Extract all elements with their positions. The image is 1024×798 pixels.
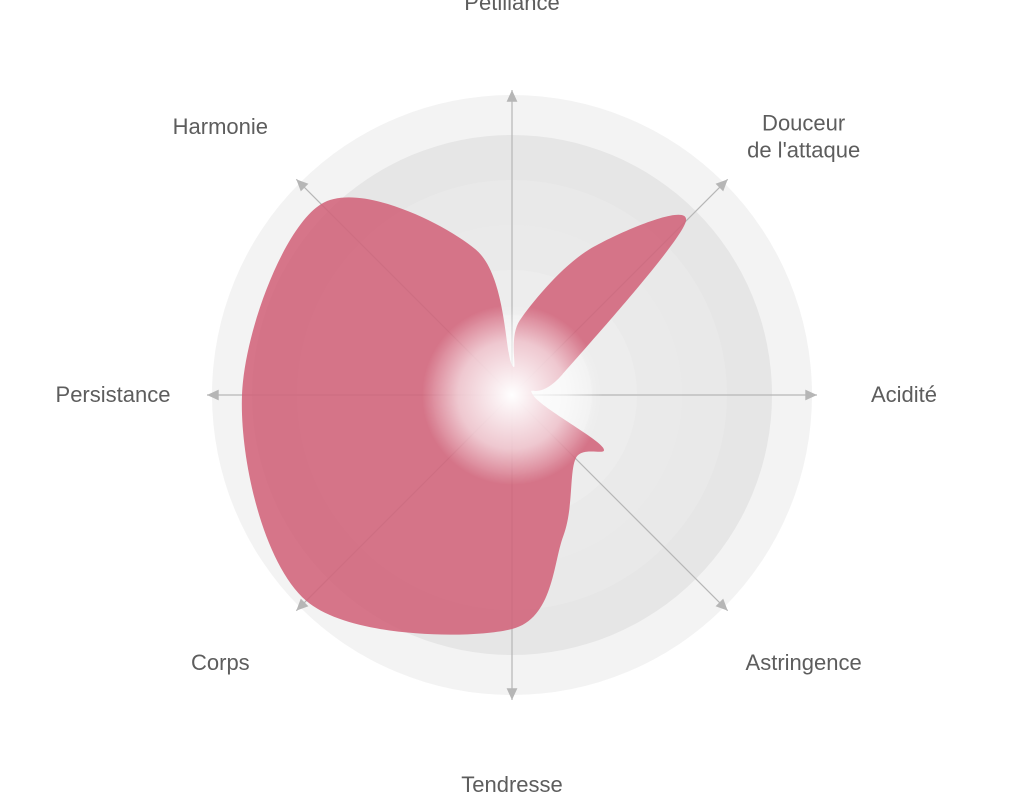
center-glow	[422, 305, 602, 485]
radar-chart-container: PétillanceDouceur de l'attaqueAciditéAst…	[0, 0, 1024, 789]
radar-chart-svg	[0, 0, 1024, 789]
